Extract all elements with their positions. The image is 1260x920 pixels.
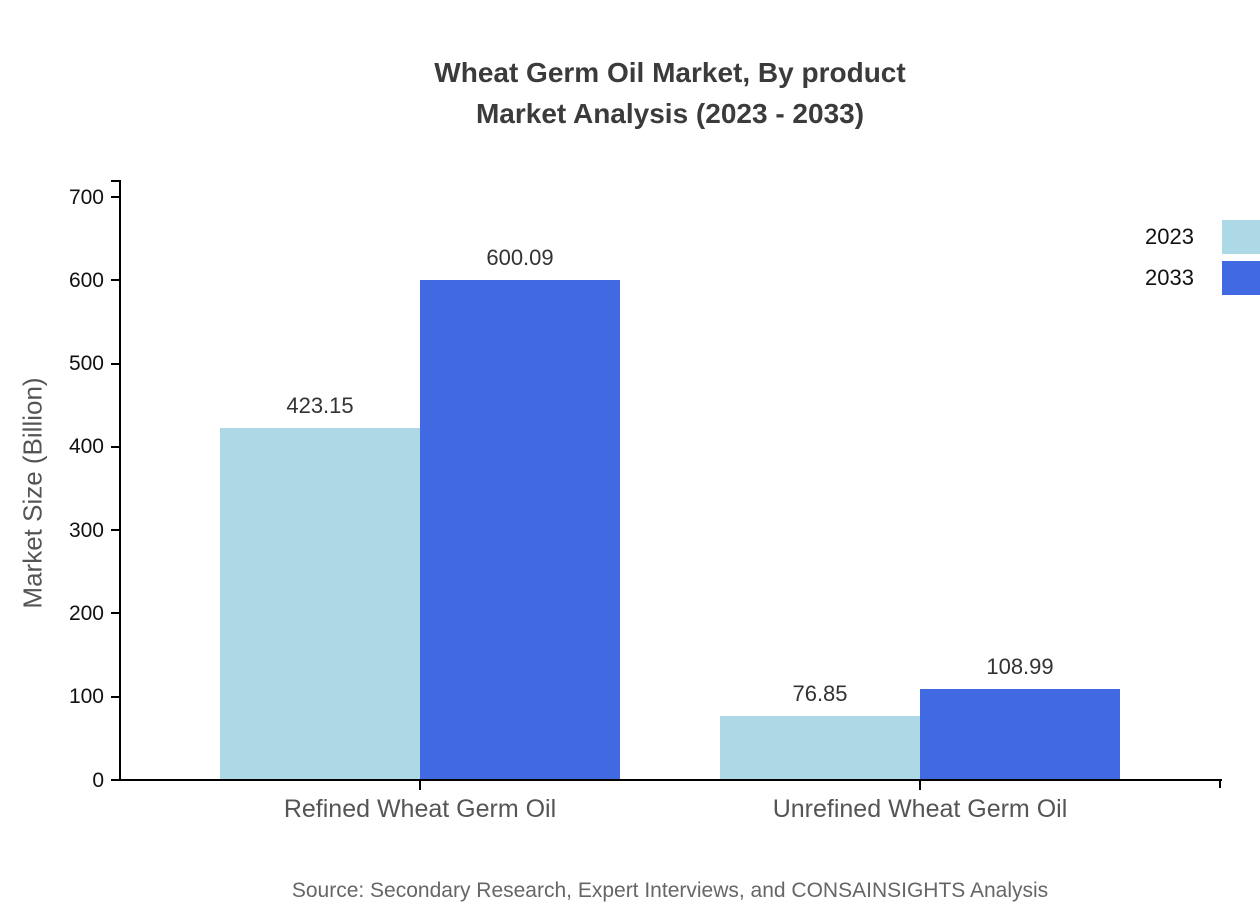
bar-2023-1 — [720, 715, 920, 779]
x-category-label: Unrefined Wheat Germ Oil — [772, 795, 1068, 823]
bar-2033-1 — [920, 689, 1120, 779]
x-category-label: Refined Wheat Germ Oil — [283, 795, 557, 823]
bar-value-label: 108.99 — [986, 654, 1054, 680]
legend-swatch-2033 — [1222, 261, 1260, 295]
y-tick-mark — [111, 695, 119, 698]
legend-label-2023: 2023 — [1145, 224, 1194, 249]
y-tick-mark — [111, 779, 119, 781]
y-tick-mark — [111, 279, 119, 282]
bar-2033-0 — [420, 280, 620, 779]
legend-label-2033: 2033 — [1145, 265, 1194, 290]
x-tick-mark — [919, 781, 921, 790]
chart-title-line2: Market Analysis (2023 - 2033) — [475, 98, 865, 129]
y-tick-mark — [111, 362, 119, 365]
source-note: Source: Secondary Research, Expert Inter… — [291, 879, 1049, 902]
bar-value-label: 76.85 — [792, 680, 848, 706]
x-axis-line — [119, 779, 1222, 781]
y-tick-mark — [111, 529, 119, 532]
x-axis-right-cap — [1219, 779, 1221, 788]
legend-swatch-2023 — [1222, 220, 1260, 254]
legend-item-2023: 2023 — [1145, 220, 1260, 254]
y-tick-label: 700 — [68, 185, 104, 209]
y-tick-label: 400 — [68, 435, 104, 459]
y-tick-label: 600 — [68, 268, 104, 292]
bar-value-label: 600.09 — [486, 245, 554, 271]
y-axis-top-cap — [111, 180, 119, 182]
legend-item-2033: 2033 — [1145, 261, 1260, 295]
y-tick-label: 200 — [68, 601, 104, 625]
x-tick-mark — [419, 781, 421, 790]
legend: 2023 2033 — [1145, 220, 1260, 302]
bar-value-label: 423.15 — [286, 392, 354, 418]
chart-title-line1: Wheat Germ Oil Market, By product — [434, 57, 906, 88]
y-axis-title: Market Size (Billion) — [17, 377, 48, 609]
y-tick-label: 100 — [68, 685, 104, 709]
y-axis-line — [119, 180, 121, 780]
y-tick-mark — [111, 445, 119, 448]
y-tick-label: 300 — [68, 518, 104, 542]
bar-2023-0 — [220, 427, 420, 779]
y-tick-mark — [111, 612, 119, 615]
y-tick-label: 0 — [92, 768, 104, 792]
y-tick-mark — [111, 196, 119, 198]
y-tick-label: 500 — [68, 352, 104, 376]
chart-title: Wheat Germ Oil Market, By product Market… — [120, 52, 1220, 134]
